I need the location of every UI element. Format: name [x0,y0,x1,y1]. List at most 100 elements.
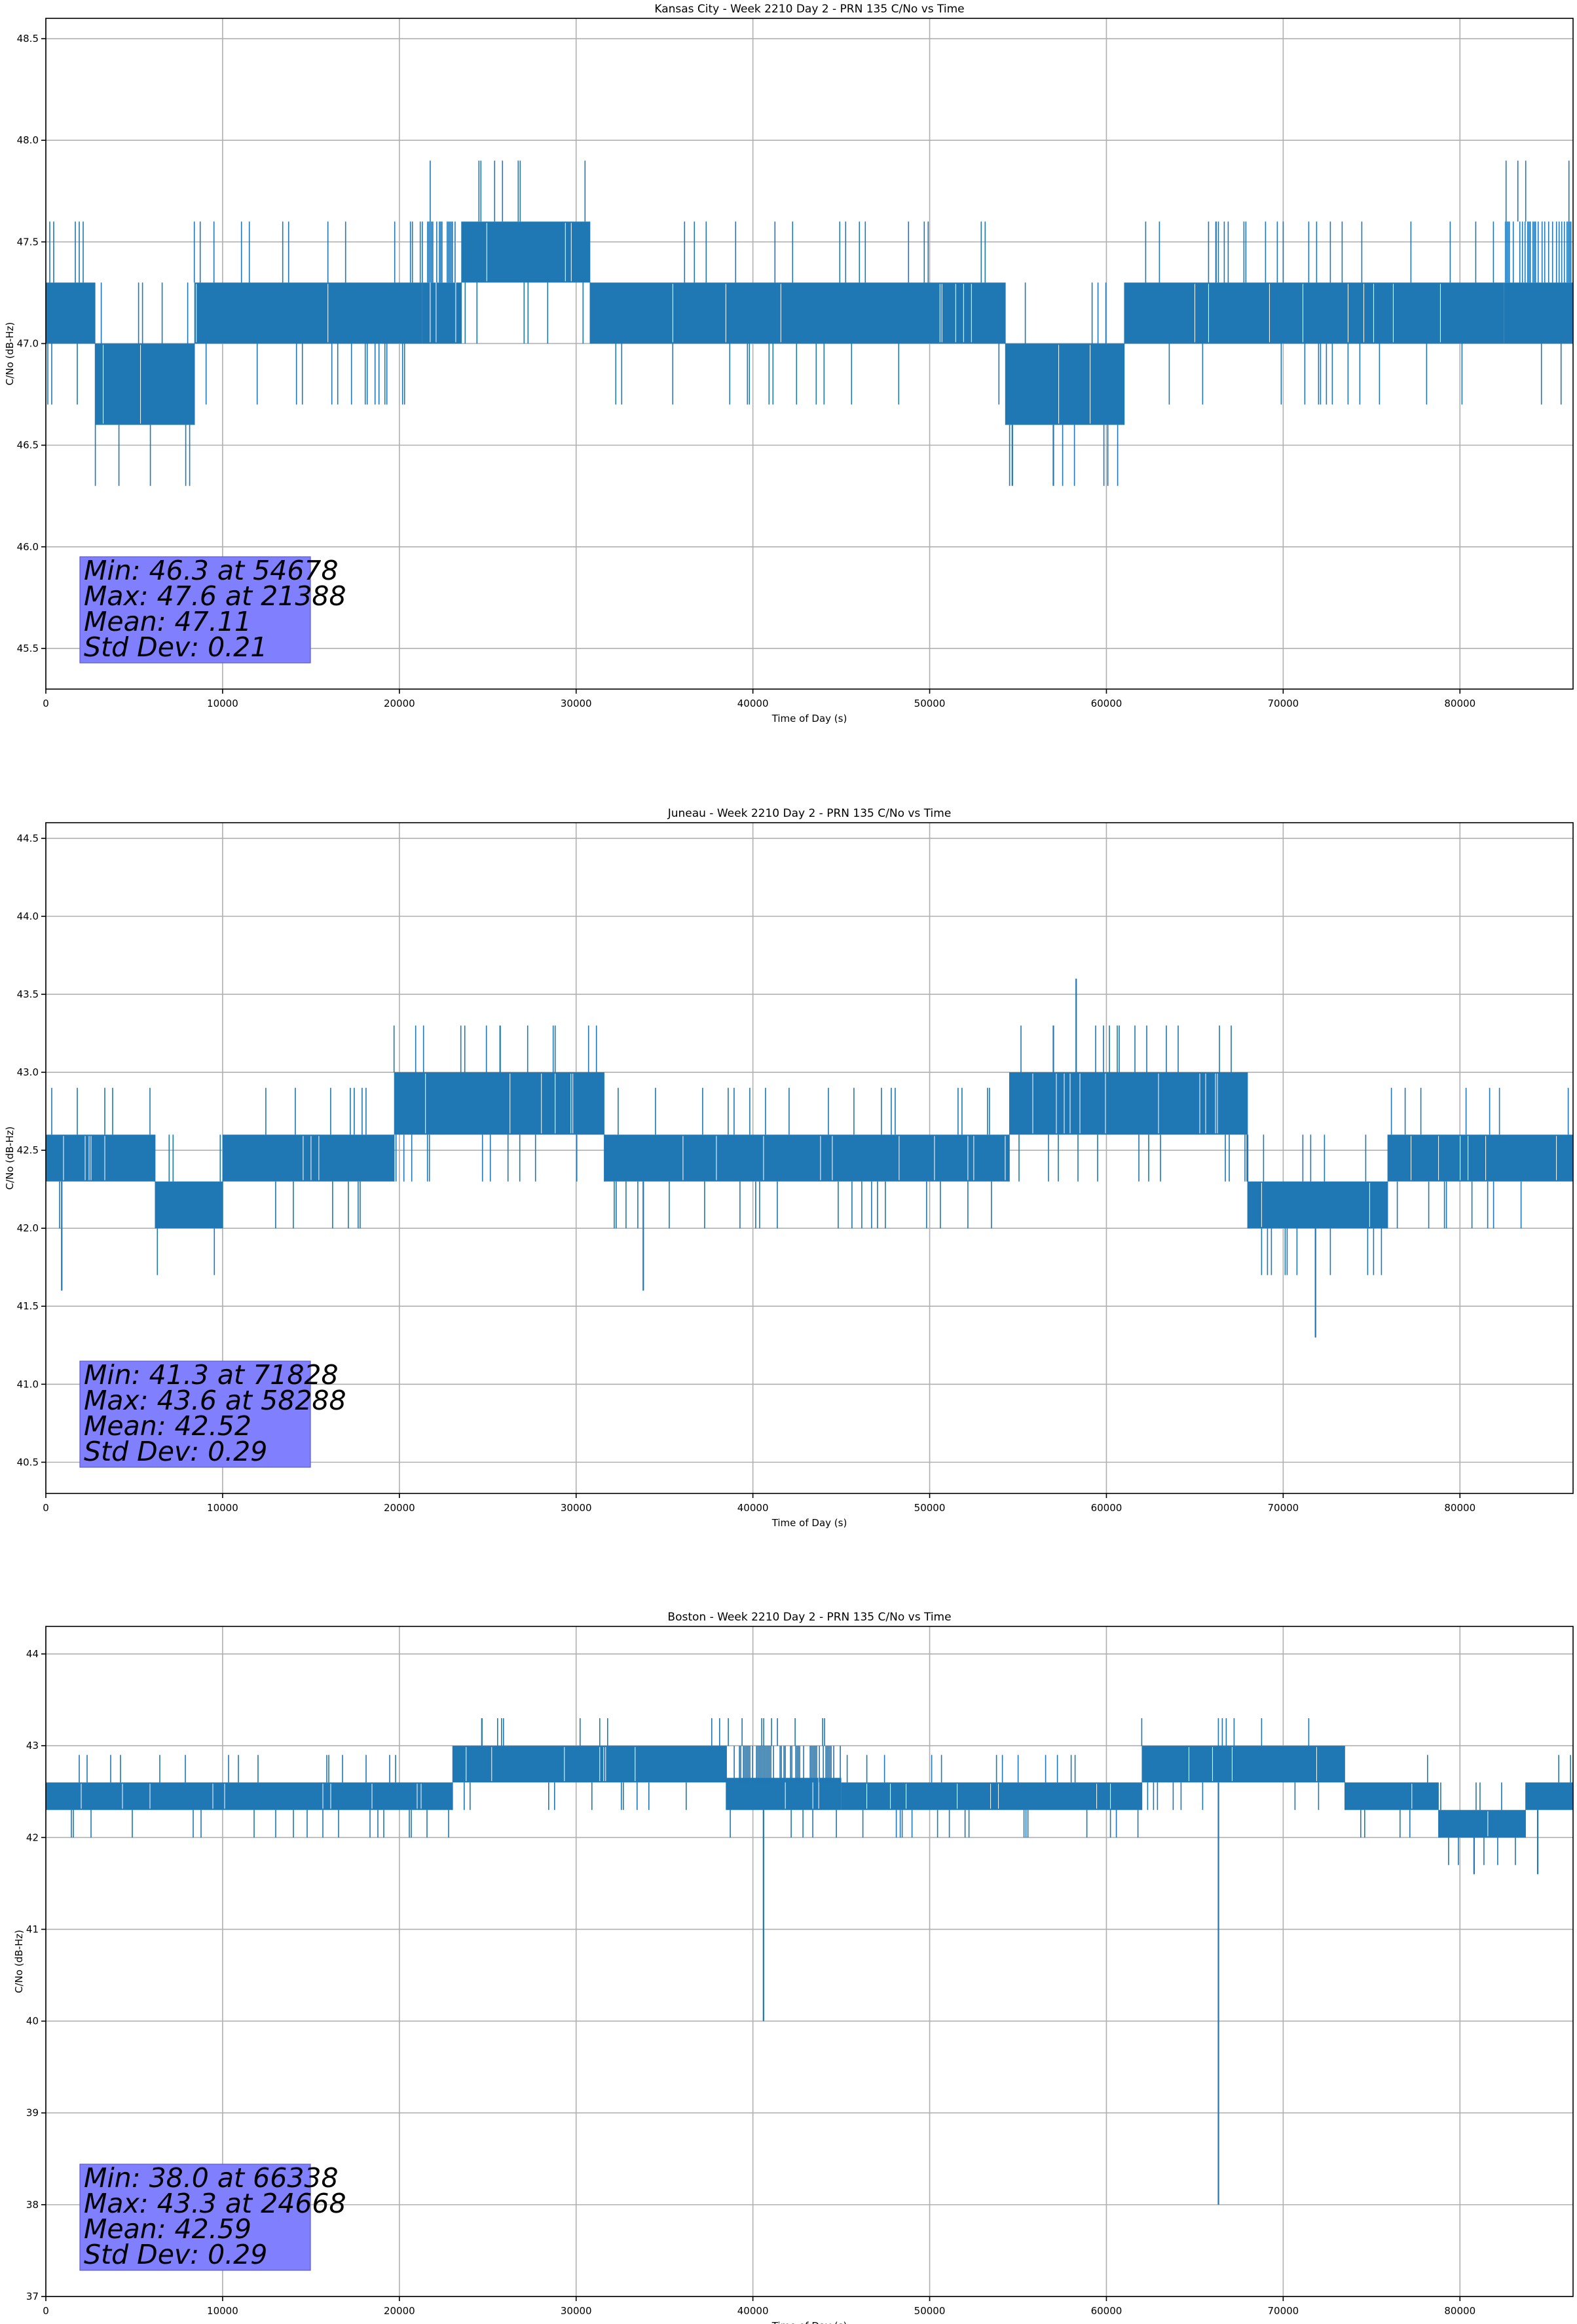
y-tick-label: 43.5 [17,988,39,1000]
band-fill [95,343,195,425]
y-axis-label: C/No (dB-Hz) [4,322,16,386]
y-tick-label: 40.5 [17,1456,39,1468]
x-tick-label: 10000 [207,2305,238,2317]
band-fill [461,221,591,283]
y-tick-label: 48.0 [17,134,39,146]
y-tick-label: 37 [26,2291,39,2302]
y-tick-label: 44 [26,1648,39,1660]
y-tick-label: 39 [26,2107,39,2119]
y-tick-label: 41 [26,1923,39,1935]
chart-panel-3: 0 10000 20000 30000 40000 50000 60000 70000 8000… [13,1611,1574,2324]
stats-std: Std Dev: 0.29 [84,2239,267,2270]
series-line [46,160,1573,486]
x-tick-label: 0 [43,2305,49,2317]
x-tick-label: 60000 [1091,2305,1122,2317]
x-tick-label: 10000 [207,1502,238,1514]
stats-box [79,1360,311,1468]
stats-box [79,2164,311,2271]
band-fill [422,282,462,344]
stats-mean: Mean: 47.11 [84,606,251,637]
x-tick-label: 70000 [1267,2305,1299,2317]
x-tick-label: 0 [43,1502,49,1514]
stats-std: Std Dev: 0.21 [84,631,267,663]
band-fill [222,1134,394,1182]
x-axis-label: Time of Day (s) [771,1517,847,1529]
band-fill [841,1782,1142,1810]
axes-frame [45,822,1574,1494]
chart-panel-1: 0 10000 20000 30000 40000 50000 60000 70000 8000… [4,3,1574,724]
y-tick-label: 43.0 [17,1066,39,1078]
band-fill [452,1746,727,1783]
band-fill [1525,1782,1573,1810]
band-fill [726,1778,842,1810]
series-line [46,1718,1573,2205]
x-tick-label: 70000 [1267,1502,1299,1514]
band-fill [155,1181,223,1229]
y-tick-label: 46.5 [17,440,39,451]
x-tick-label: 50000 [914,2305,946,2317]
y-tick-label: 42 [26,1831,39,1843]
y-tick-label: 46.0 [17,541,39,553]
x-tick-label: 0 [43,698,49,709]
series-noise [47,160,1572,486]
band-fill [1009,1072,1248,1135]
x-tick-label: 80000 [1444,698,1475,709]
stats-mean: Mean: 42.52 [84,1410,251,1442]
band-fill [590,282,1006,344]
x-tick-label: 70000 [1267,698,1299,709]
band-fill [1345,1782,1439,1810]
x-tick-label: 60000 [1091,698,1122,709]
band-fill [1005,343,1124,425]
x-tick-label: 50000 [914,698,946,709]
x-tick-label: 80000 [1444,2305,1475,2317]
stats-min: Min: 41.3 at 71828 [84,1359,339,1391]
series-line [46,979,1573,1338]
chart-panel-2: 0 10000 20000 30000 40000 50000 60000 70000 8000… [4,807,1574,1529]
band-fill [1438,1810,1526,1838]
band-fill [1504,282,1573,344]
y-tick-label: 47.5 [17,236,39,248]
y-axis-label: C/No (dB-Hz) [4,1127,16,1190]
y-tick-label: 45.5 [17,643,39,654]
stats-min: Min: 46.3 at 54678 [84,555,339,586]
y-tick-label: 38 [26,2199,39,2211]
y-tick-label: 43 [26,1740,39,1752]
y-tick-label: 42.0 [17,1222,39,1234]
band-fill [194,282,422,344]
x-tick-label: 40000 [737,2305,769,2317]
band-fill [46,282,96,344]
band-fill [1141,1746,1345,1783]
band-fill [1387,1134,1573,1182]
x-axis-label: Time of Day (s) [771,713,847,724]
chart-title: Juneau - Week 2210 Day 2 - PRN 135 C/No … [667,807,952,820]
x-tick-label: 10000 [207,698,238,709]
y-tick-label: 44.0 [17,910,39,922]
axes-frame [45,18,1574,690]
y-tick-label: 44.5 [17,833,39,844]
x-tick-label: 80000 [1444,1502,1475,1514]
x-tick-label: 20000 [384,698,415,709]
x-tick-label: 30000 [561,2305,592,2317]
series-noise [71,1718,1571,1865]
axes-frame [45,1626,1574,2297]
stats-std: Std Dev: 0.29 [84,1436,267,1467]
chart-title: Boston - Week 2210 Day 2 - PRN 135 C/No … [667,1611,951,1624]
x-tick-label: 50000 [914,1502,946,1514]
band-fill [1248,1181,1388,1229]
y-tick-label: 41.5 [17,1300,39,1312]
band-fill [394,1072,604,1135]
x-tick-label: 20000 [384,2305,415,2317]
chart-title: Kansas City - Week 2210 Day 2 - PRN 135 … [654,3,964,16]
stats-box [79,556,311,664]
y-tick-label: 40 [26,2015,39,2027]
y-axis-label: C/No (dB-Hz) [13,1930,25,1993]
band-fill [1124,282,1504,344]
x-tick-label: 30000 [561,1502,592,1514]
band-fill [46,1134,156,1182]
x-tick-label: 30000 [561,698,592,709]
y-tick-label: 42.5 [17,1144,39,1156]
x-tick-label: 20000 [384,1502,415,1514]
band-fill [46,1782,453,1810]
y-tick-label: 47.0 [17,337,39,349]
